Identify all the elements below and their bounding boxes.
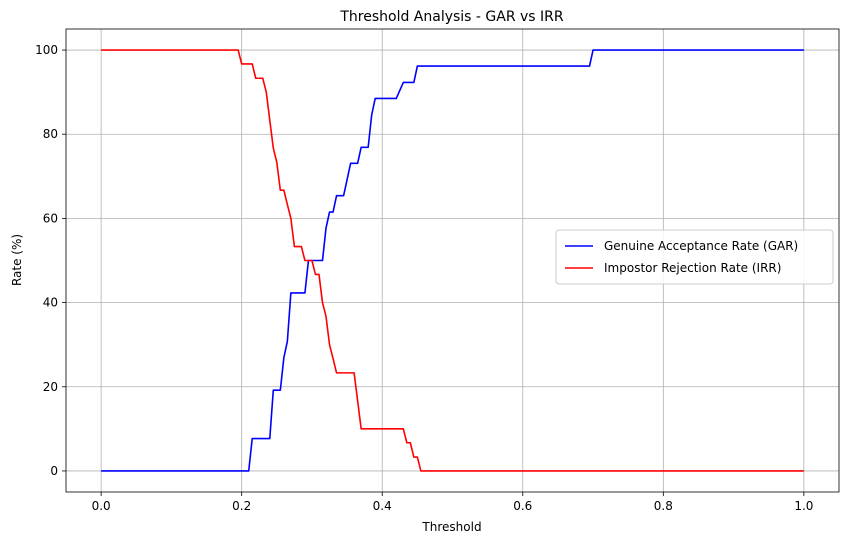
x-tick-label: 0.6 (513, 499, 532, 513)
y-tick-label: 60 (43, 211, 58, 225)
legend-label-irr: Impostor Rejection Rate (IRR) (604, 261, 781, 275)
series-line-gar (101, 49, 804, 472)
x-tick-label: 0.0 (92, 499, 111, 513)
legend-label-gar: Genuine Acceptance Rate (GAR) (604, 239, 798, 253)
plot-frame (65, 28, 840, 493)
series-layer (101, 49, 804, 472)
legend-box (555, 229, 834, 285)
x-tick-label: 0.4 (373, 499, 392, 513)
y-tick-label: 80 (43, 127, 58, 141)
y-tick-label: 100 (35, 43, 58, 57)
x-tick-label: 1.0 (794, 499, 813, 513)
y-tick-label: 20 (43, 380, 58, 394)
x-tick-label: 0.2 (232, 499, 251, 513)
ticks: 0.0 0.2 0.4 0.6 0.8 1.0 0 20 40 60 80 100 (35, 43, 813, 513)
y-axis-label: Rate (%) (10, 234, 24, 286)
x-axis-label: Threshold (421, 520, 481, 534)
x-tick-label: 0.8 (654, 499, 673, 513)
legend: Genuine Acceptance Rate (GAR) Impostor R… (555, 229, 834, 285)
y-tick-label: 0 (50, 464, 58, 478)
chart-title: Threshold Analysis - GAR vs IRR (339, 9, 564, 25)
series-line-irr (101, 49, 804, 472)
y-tick-label: 40 (43, 296, 58, 310)
